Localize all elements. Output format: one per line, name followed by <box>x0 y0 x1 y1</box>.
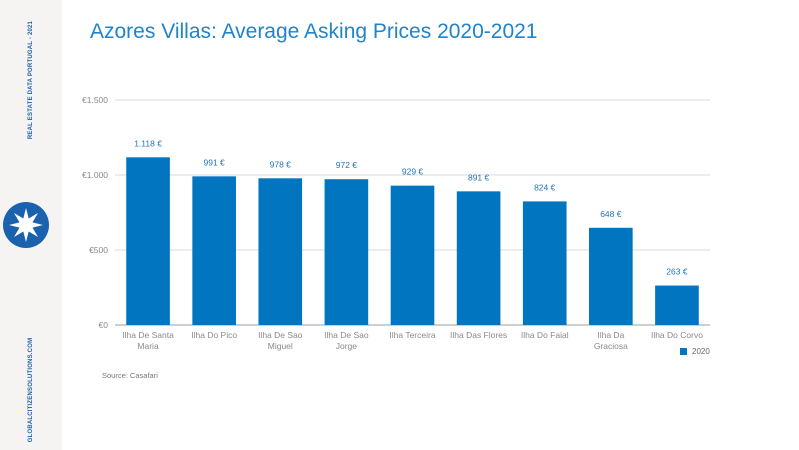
data-label: 648 € <box>600 209 622 219</box>
bar <box>324 179 369 325</box>
bar <box>589 227 633 325</box>
source-note: Source: Casafari <box>102 371 158 380</box>
x-tick-label: Ilha Terceira <box>389 330 435 340</box>
bar <box>390 185 435 325</box>
chart-title: Azores Villas: Average Asking Prices 202… <box>90 20 538 43</box>
data-label: 1.118 € <box>134 138 162 148</box>
bar <box>126 157 170 325</box>
bar <box>192 176 236 325</box>
y-tick-label: €0 <box>99 320 109 330</box>
data-label: 891 € <box>468 172 490 182</box>
x-tick-label: Jorge <box>336 341 358 351</box>
x-tick-label: Ilha De Sao <box>258 330 303 340</box>
x-tick-label: Maria <box>137 341 159 351</box>
data-label: 991 € <box>204 157 226 167</box>
data-label: 824 € <box>534 182 556 192</box>
y-tick-label: €500 <box>89 245 108 255</box>
bar <box>456 191 501 325</box>
x-tick-label: Graciosa <box>594 341 628 351</box>
data-label: 972 € <box>336 160 358 170</box>
x-tick-label: Ilha Do Pico <box>191 330 237 340</box>
x-tick-label: Ilha Das Flores <box>450 330 507 340</box>
logo <box>3 202 49 248</box>
legend-label: 2020 <box>692 347 710 356</box>
x-tick-label: Ilha Da <box>597 330 624 340</box>
x-tick-label: Miguel <box>268 341 293 351</box>
x-tick-label: Ilha De Sao <box>324 330 369 340</box>
x-tick-label: Ilha De Santa <box>122 330 174 340</box>
sidebar: REAL ESTATE DATA PORTUGAL - 2021 GLOBALC… <box>0 0 62 450</box>
y-tick-label: €1.500 <box>82 95 108 105</box>
bar <box>258 178 303 325</box>
data-label: 929 € <box>402 167 424 177</box>
data-label: 263 € <box>666 267 688 277</box>
data-label: 978 € <box>270 159 292 169</box>
x-tick-label: Ilha Do Corvo <box>651 330 703 340</box>
star-compass-icon <box>9 208 43 242</box>
legend-swatch <box>680 348 687 355</box>
bar <box>522 201 567 325</box>
x-tick-label: Ilha Do Faial <box>521 330 569 340</box>
bar <box>655 285 699 325</box>
legend: 2020 <box>680 347 710 356</box>
y-tick-label: €1.000 <box>82 170 108 180</box>
